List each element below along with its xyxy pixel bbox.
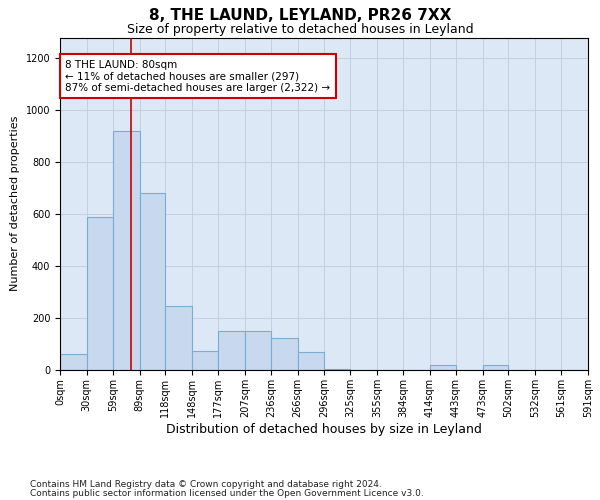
Bar <box>87 216 113 370</box>
Bar <box>60 354 87 370</box>
Y-axis label: Number of detached properties: Number of detached properties <box>10 116 20 292</box>
Text: Contains public sector information licensed under the Open Government Licence v3: Contains public sector information licen… <box>30 490 424 498</box>
Bar <box>140 194 166 370</box>
Text: 8, THE LAUND, LEYLAND, PR26 7XX: 8, THE LAUND, LEYLAND, PR26 7XX <box>149 8 451 22</box>
Bar <box>271 338 298 370</box>
Bar <box>325 368 350 370</box>
Bar <box>166 306 192 370</box>
Bar <box>430 365 456 370</box>
Bar <box>298 352 325 370</box>
Bar <box>218 331 245 370</box>
Bar <box>245 331 271 370</box>
Text: Contains HM Land Registry data © Crown copyright and database right 2024.: Contains HM Land Registry data © Crown c… <box>30 480 382 489</box>
Bar <box>192 350 218 370</box>
Bar <box>113 131 140 370</box>
X-axis label: Distribution of detached houses by size in Leyland: Distribution of detached houses by size … <box>166 422 482 436</box>
Text: Size of property relative to detached houses in Leyland: Size of property relative to detached ho… <box>127 22 473 36</box>
Bar <box>482 366 508 370</box>
Text: 8 THE LAUND: 80sqm
← 11% of detached houses are smaller (297)
87% of semi-detach: 8 THE LAUND: 80sqm ← 11% of detached hou… <box>65 60 331 93</box>
